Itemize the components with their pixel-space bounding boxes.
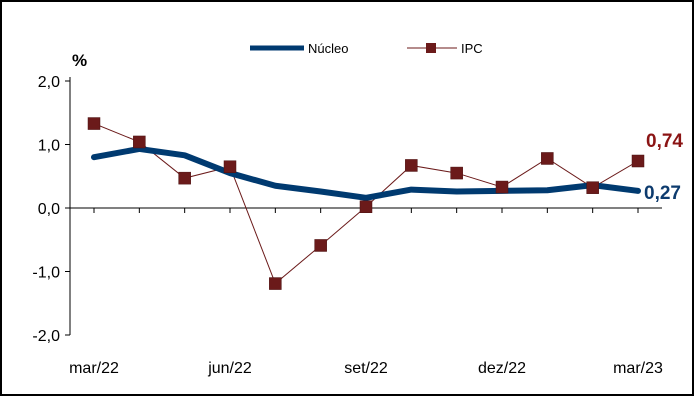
ipc-point xyxy=(314,239,327,252)
legend: Núcleo IPC xyxy=(250,41,483,56)
y-unit-label: % xyxy=(72,51,87,70)
nucleo-series-line xyxy=(91,145,641,201)
x-tick-label: mar/23 xyxy=(613,360,663,377)
y-tick-label: 1,0 xyxy=(38,138,60,155)
y-tick-label: -1,0 xyxy=(32,265,60,282)
ipc-point xyxy=(586,181,599,194)
ipc-point xyxy=(541,152,554,165)
ipc-point xyxy=(359,200,373,213)
axes: 2,0 1,0 0,0 -1,0 -2,0 mar/22 jun/22 set/22 dez/2… xyxy=(32,74,663,377)
y-tick-label: 2,0 xyxy=(38,74,60,91)
x-tick-label: mar/22 xyxy=(69,360,119,377)
ipc-point xyxy=(133,135,146,149)
nucleo-end-label: 0,27 xyxy=(644,183,681,204)
y-tick-label: -2,0 xyxy=(32,328,60,345)
ipc-point xyxy=(269,277,282,290)
ipc-point xyxy=(631,154,645,168)
legend-nucleo-label: Núcleo xyxy=(308,41,348,56)
x-tick-label: jun/22 xyxy=(207,360,252,377)
series-layer: 0,74 0,27 xyxy=(87,117,683,290)
x-tick-label: set/22 xyxy=(344,360,388,377)
y-tick-label: 0,0 xyxy=(38,201,60,218)
ipc-point xyxy=(223,160,237,173)
ipc-point xyxy=(178,171,191,185)
legend-ipc-label: IPC xyxy=(461,41,483,56)
ipc-point xyxy=(495,180,509,194)
ipc-point xyxy=(87,117,101,130)
legend-ipc-marker xyxy=(426,43,436,53)
ipc-end-label: 0,74 xyxy=(646,131,683,152)
ipc-point xyxy=(450,166,463,180)
x-tick-label: dez/22 xyxy=(478,360,526,377)
ipc-point xyxy=(405,159,418,172)
